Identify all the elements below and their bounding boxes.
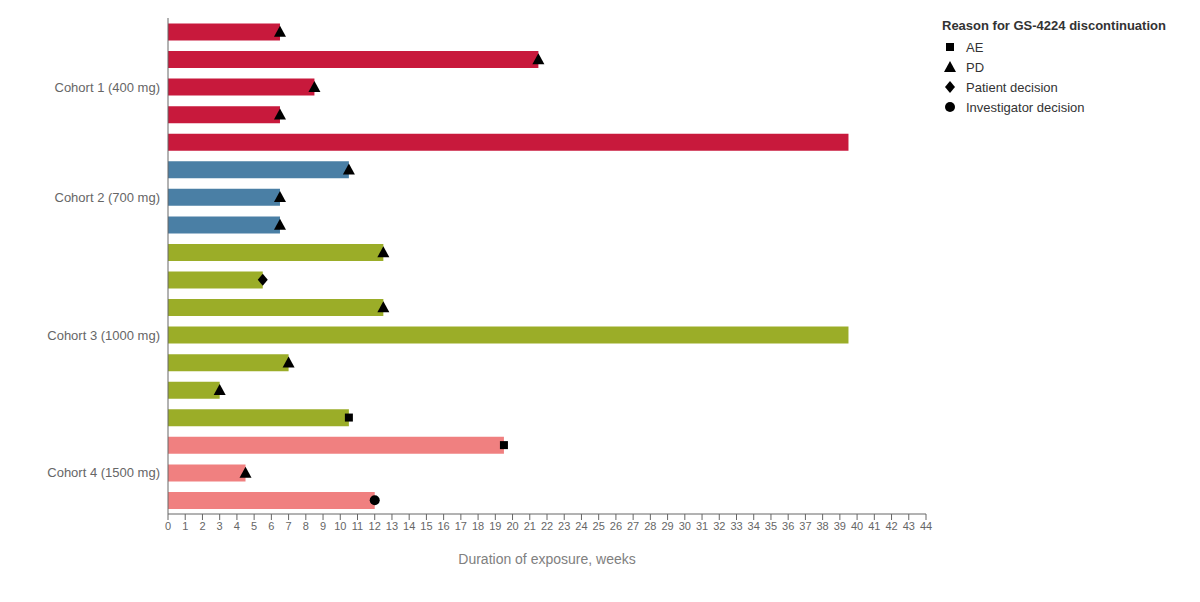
html-text:Patient decision: Patient decision <box>966 79 1058 95</box>
svg-text:1: 1 <box>182 520 188 532</box>
svg-text:19: 19 <box>489 520 501 532</box>
svg-text:2: 2 <box>199 520 205 532</box>
svg-text:12: 12 <box>369 520 381 532</box>
svg-text:31: 31 <box>696 520 708 532</box>
svg-text:16: 16 <box>438 520 450 532</box>
svg-text:7: 7 <box>286 520 292 532</box>
svg-text:38: 38 <box>817 520 829 532</box>
svg-text:Cohort 3 (1000 mg): Cohort 3 (1000 mg) <box>47 328 160 343</box>
svg-text:25: 25 <box>593 520 605 532</box>
svg-text:28: 28 <box>644 520 656 532</box>
svg-text:21: 21 <box>524 520 536 532</box>
svg-text:32: 32 <box>713 520 725 532</box>
svg-text:27: 27 <box>627 520 639 532</box>
svg-text:17: 17 <box>455 520 467 532</box>
svg-text:4: 4 <box>234 520 240 532</box>
svg-text:24: 24 <box>575 520 587 532</box>
html-text:Investigator decision: Investigator decision <box>966 99 1085 115</box>
svg-text:Cohort 4 (1500 mg): Cohort 4 (1500 mg) <box>47 465 160 480</box>
svg-text:43: 43 <box>903 520 915 532</box>
svg-text:14: 14 <box>403 520 415 532</box>
svg-text:Duration of exposure, weeks: Duration of exposure, weeks <box>458 551 635 567</box>
svg-text:20: 20 <box>506 520 518 532</box>
svg-text:0: 0 <box>165 520 171 532</box>
html-text:PD: PD <box>966 59 985 75</box>
svg-text:29: 29 <box>661 520 673 532</box>
svg-text:26: 26 <box>610 520 622 532</box>
svg-text:10: 10 <box>334 520 346 532</box>
svg-text:33: 33 <box>730 520 742 532</box>
svg-text:15: 15 <box>420 520 432 532</box>
svg-text:8: 8 <box>303 520 309 532</box>
svg-text:13: 13 <box>386 520 398 532</box>
svg-text:34: 34 <box>748 520 760 532</box>
svg-text:9: 9 <box>320 520 326 532</box>
svg-text:5: 5 <box>251 520 257 532</box>
svg-text:22: 22 <box>541 520 553 532</box>
html-text:Reason for GS-4224 discontinua: Reason for GS-4224 discontinuation <box>942 18 1166 33</box>
svg-text:42: 42 <box>885 520 897 532</box>
svg-text:18: 18 <box>472 520 484 532</box>
svg-text:35: 35 <box>765 520 777 532</box>
svg-text:30: 30 <box>679 520 691 532</box>
svg-text:41: 41 <box>868 520 880 532</box>
svg-text:37: 37 <box>799 520 811 532</box>
html-text:AE: AE <box>966 39 984 55</box>
svg-text:Cohort 1 (400 mg): Cohort 1 (400 mg) <box>55 80 161 95</box>
svg-text:11: 11 <box>352 520 363 532</box>
svg-text:6: 6 <box>268 520 274 532</box>
svg-text:Cohort 2 (700 mg): Cohort 2 (700 mg) <box>55 190 161 205</box>
svg-text:44: 44 <box>920 520 932 532</box>
svg-text:40: 40 <box>851 520 863 532</box>
svg-text:39: 39 <box>834 520 846 532</box>
svg-text:36: 36 <box>782 520 794 532</box>
svg-text:23: 23 <box>558 520 570 532</box>
svg-text:3: 3 <box>217 520 223 532</box>
